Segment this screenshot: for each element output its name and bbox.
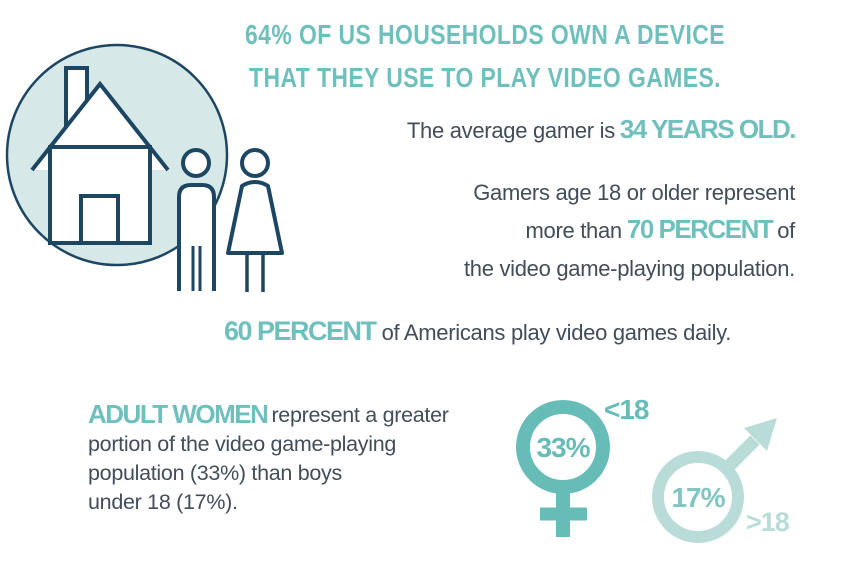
woman-dress xyxy=(226,180,284,255)
fact-adult-women-accent: ADULT WOMEN xyxy=(88,399,269,429)
gender-stats-graphic: 33% <18 17% >18 xyxy=(516,394,791,543)
house-family-icon xyxy=(5,43,284,292)
woman-legs xyxy=(245,253,265,292)
fact-average-gamer-text: The average gamer is xyxy=(406,118,615,143)
fact-adult-share-line2: more than 70 PERCENT of xyxy=(464,212,796,250)
male-ring xyxy=(652,451,744,543)
female-symbol-icon: 33% xyxy=(516,400,610,537)
fact-adult-share: Gamers age 18 or older represent more th… xyxy=(464,174,795,288)
headline: 64% OF US HOUSEHOLDS OWN A DEVICE THAT T… xyxy=(190,13,780,99)
male-age-label: >18 xyxy=(746,507,790,537)
female-age-label: <18 xyxy=(604,394,649,425)
male-percentage: 17% xyxy=(671,482,725,513)
man-body xyxy=(177,183,216,291)
house-roof xyxy=(30,80,170,172)
fact-adult-women-line3: population (33%) than boys xyxy=(88,461,342,485)
headline-line1: 64% OF US HOUSEHOLDS OWN A DEVICE xyxy=(244,19,726,50)
fact-adult-women-line1: ADULT WOMEN represent a greater xyxy=(88,401,478,430)
male-arrow-shaft xyxy=(722,435,760,473)
fact-daily-play-text: of Americans play video games daily. xyxy=(381,320,732,345)
fact-adult-women: ADULT WOMEN represent a greater portion o… xyxy=(88,401,478,517)
fact-average-gamer: The average gamer is 34 YEARS OLD. xyxy=(406,114,797,144)
fact-adult-share-line2-prefix: more than xyxy=(525,218,623,243)
fact-daily-play: 60 PERCENT of Americans play video games … xyxy=(224,316,731,350)
fact-adult-share-accent: 70 PERCENT xyxy=(626,214,774,244)
fact-adult-women-line1-text: represent a greater xyxy=(271,403,449,427)
man-head xyxy=(181,148,211,178)
fact-adult-women-line4: under 18 (17%). xyxy=(88,490,238,514)
fact-adult-share-line3: the video game-playing population. xyxy=(463,256,795,281)
male-arrow-head xyxy=(744,418,777,451)
woman-head xyxy=(240,148,270,178)
headline-line2: THAT THEY USE TO PLAY VIDEO GAMES. xyxy=(249,62,721,93)
male-symbol-icon: 17% xyxy=(652,418,777,543)
fact-adult-share-line2-suffix: of xyxy=(777,218,795,243)
fact-daily-play-accent: 60 PERCENT xyxy=(224,316,377,346)
man-legs xyxy=(191,246,202,291)
female-percentage: 33% xyxy=(536,432,590,463)
fact-adult-share-line1: Gamers age 18 or older represent xyxy=(473,180,795,205)
fact-average-gamer-accent: 34 YEARS OLD. xyxy=(619,114,797,144)
house-door xyxy=(79,194,120,245)
fact-adult-women-line2: portion of the video game-playing xyxy=(88,432,397,456)
